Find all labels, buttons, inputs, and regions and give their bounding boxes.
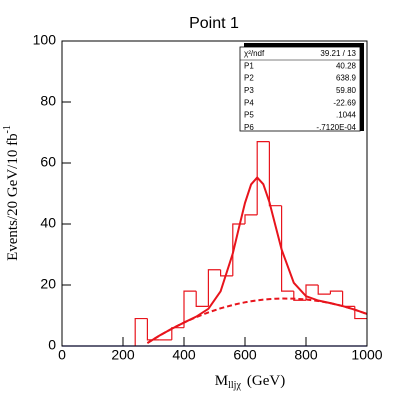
stats-value: .1044 (336, 111, 357, 120)
y-tick-label: 80 (40, 93, 56, 109)
x-label-unit: (GeV) (247, 373, 285, 389)
stats-label: χ²/ndf (244, 49, 265, 58)
histogram-bin (281, 205, 294, 292)
y-tick-label: 0 (48, 337, 56, 353)
stats-value: 59.80 (336, 86, 357, 95)
stats-label: P5 (244, 111, 254, 120)
x-tick-label: 800 (294, 347, 318, 363)
histogram-bin (207, 269, 221, 307)
y-axis-label: Events/20 GeV/10 fb-1 (2, 125, 21, 261)
x-tick-label: 1000 (351, 347, 382, 363)
y-label-sup: -1 (2, 125, 13, 133)
chart-title: Point 1 (189, 15, 239, 32)
stats-label: P1 (244, 61, 254, 70)
y-tick-label: 100 (33, 32, 57, 48)
x-axis-label: Mlljχ (GeV) (215, 373, 285, 391)
x-tick-label: 400 (172, 347, 196, 363)
stats-label: P4 (244, 98, 254, 107)
histogram-bin (195, 291, 209, 307)
stats-value: 638.9 (336, 74, 357, 83)
stats-label: P3 (244, 86, 254, 95)
histogram-bin (220, 269, 233, 277)
x-tick-label: 600 (233, 347, 257, 363)
frame (61, 40, 368, 347)
histogram-bin (256, 141, 270, 215)
y-label-main: Events/20 GeV/10 fb (5, 133, 21, 260)
x-label-sub: lljχ (228, 380, 241, 391)
x-tick-label: 200 (111, 347, 135, 363)
x-label-main: M (215, 373, 228, 389)
stats-value: 39.21 / 13 (320, 49, 356, 58)
stats-label: P2 (244, 74, 254, 83)
histogram-bin (183, 290, 197, 328)
x-tick-label: 0 (58, 347, 66, 363)
histogram-bin (134, 317, 148, 346)
histogram-bin (232, 223, 245, 276)
histogram-bin (317, 285, 331, 295)
stats-value: 40.28 (336, 61, 357, 70)
stats-value: -.7120E-04 (316, 123, 356, 132)
stats-value: -22.69 (333, 98, 356, 107)
y-tick-label: 60 (40, 154, 56, 170)
histogram-bin (146, 318, 160, 341)
y-tick-label: 40 (40, 215, 56, 231)
stats-label: P6 (244, 123, 254, 132)
histogram-bin (329, 290, 343, 295)
stats-box: χ²/ndf 39.21 / 13 P1 40.28 P2 638.9 P3 59.80 P4 -… (239, 43, 364, 132)
fit-curve (146, 297, 368, 344)
stats-panel (239, 46, 361, 132)
y-tick-label: 20 (40, 276, 56, 292)
histogram-bin (244, 214, 258, 224)
histogram-bin (293, 291, 306, 301)
